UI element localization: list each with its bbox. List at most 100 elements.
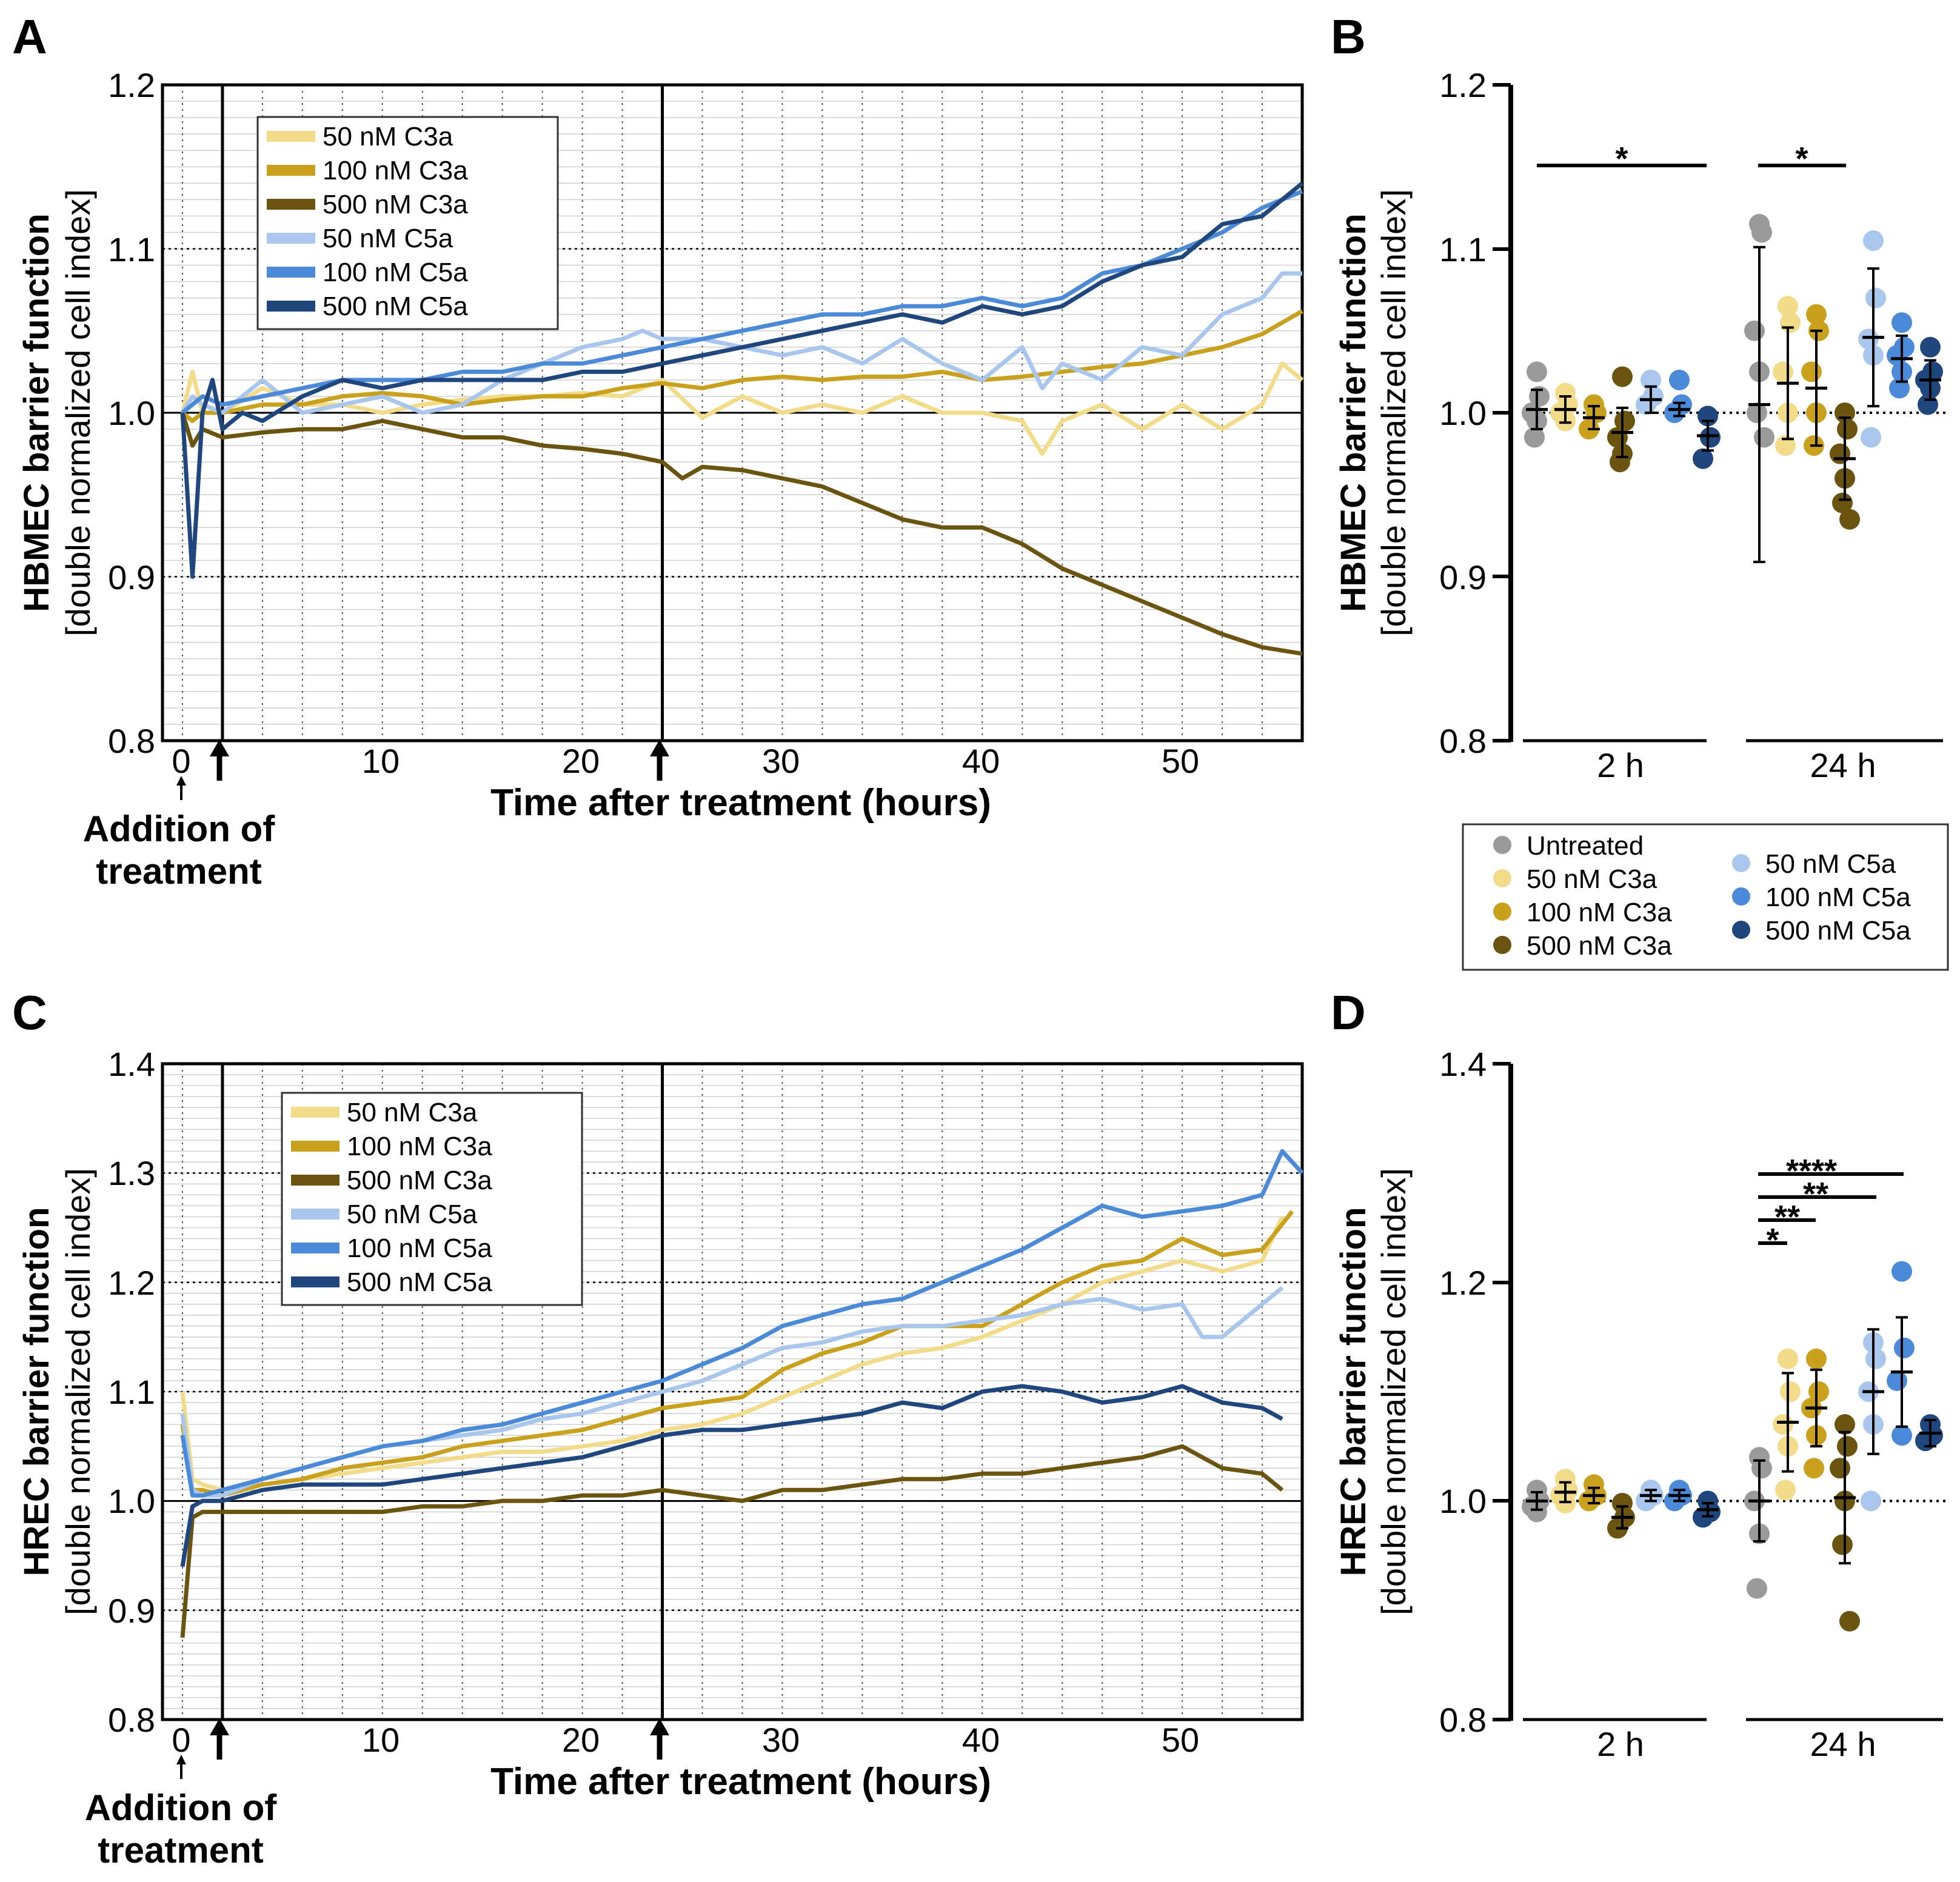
data-point — [1894, 1337, 1915, 1358]
data-point — [1920, 336, 1941, 358]
legend-label: 100 nM C5a — [347, 1233, 492, 1263]
series-lines-c — [162, 1064, 1304, 1720]
data-point — [1808, 1381, 1829, 1402]
data-point — [1780, 1381, 1801, 1402]
series-lines-a — [162, 85, 1304, 741]
y-tick-label: 1.1 — [108, 1373, 155, 1411]
data-point — [1527, 361, 1547, 382]
data-point — [1775, 435, 1796, 456]
data-point — [1891, 1425, 1912, 1446]
panel-letter-b: B — [1331, 10, 1366, 64]
sig-label: **** — [1786, 1153, 1837, 1189]
data-point — [1693, 448, 1713, 469]
data-point — [1837, 1436, 1858, 1457]
y-tick-label: 1.1 — [1439, 230, 1487, 269]
x-tick-label: 50 — [1162, 742, 1199, 780]
data-point — [1832, 1534, 1853, 1555]
y-axis-subtitle-c: [double normalized cell index] — [59, 1168, 97, 1615]
data-point — [1664, 402, 1685, 423]
y-axis-subtitle-d: [double normalized cell index] — [1374, 1168, 1413, 1615]
series-line-100-nm-c3a — [180, 1210, 1294, 1498]
legend-label: 100 nM C5a — [323, 258, 468, 287]
x-tick-label: 20 — [562, 742, 600, 780]
legend-label: 50 nM C3a — [323, 122, 453, 152]
data-point — [1865, 1348, 1886, 1369]
legend-box-a — [256, 116, 559, 330]
data-point — [1887, 1370, 1907, 1391]
legend-dot-untreated — [1493, 836, 1511, 854]
group-label-24h-d: 24 h — [1810, 1725, 1876, 1763]
legend-dots: Untreated 50 nM C3a 100 nM C3a 500 nM C3… — [1462, 823, 1949, 971]
sig-label: * — [1615, 141, 1628, 177]
y-tick-label: 1.0 — [108, 1482, 155, 1520]
addition-note-line2: treatment — [96, 851, 261, 892]
series-line-100-nm-c5a — [180, 1149, 1304, 1498]
legend-dot-label: 100 nM C5a — [1765, 883, 1911, 912]
data-point — [1837, 419, 1858, 440]
arrow-24h-a — [650, 739, 669, 781]
x-axis-title-a: Time after treatment (hours) — [490, 782, 991, 824]
dot-groups-b — [1522, 213, 1946, 564]
data-point — [1865, 287, 1886, 309]
arrow-2h-c — [210, 1718, 229, 1760]
legend-label: 500 nM C3a — [347, 1166, 492, 1195]
y-tick-label: 1.0 — [108, 394, 155, 432]
arrow-addition-a — [176, 776, 186, 800]
data-point — [1839, 509, 1860, 530]
data-point — [1780, 312, 1801, 333]
sig-label: ** — [1774, 1199, 1800, 1235]
significance-d: **** ** ** * — [1758, 1153, 1904, 1258]
y-axis-subtitle-a: [double normalized cell index] — [59, 189, 97, 636]
series-line-500-nm-c5a — [180, 181, 1304, 579]
legend-c: 50 nM C3a 100 nM C3a 500 nM C3a 50 nM C5… — [281, 1092, 583, 1306]
y-axis-title-d: HREC barrier function — [1334, 1207, 1373, 1576]
data-point — [1669, 369, 1690, 390]
data-point — [1801, 361, 1822, 382]
y-axis-title-b: HBMEC barrier function — [1334, 213, 1373, 612]
group-label-2h-d: 2 h — [1597, 1725, 1644, 1763]
x-tick-label: 10 — [362, 742, 400, 780]
y-axis-title-a: HBMEC barrier function — [17, 213, 56, 612]
legend-label: 50 nM C5a — [347, 1200, 478, 1229]
legend-dot-500-c5a — [1732, 921, 1750, 939]
series-line-500-nm-c3a — [180, 1444, 1284, 1638]
y-tick-label: 0.8 — [1439, 722, 1487, 760]
legend-label: 500 nM C5a — [347, 1267, 492, 1297]
y-tick-label: 0.8 — [108, 722, 155, 760]
y-tick-label: 0.9 — [108, 1592, 155, 1630]
data-point — [1773, 361, 1793, 382]
legend-label: 500 nM C3a — [323, 190, 468, 219]
data-point — [1918, 394, 1938, 415]
y-tick-label: 1.1 — [108, 230, 155, 269]
data-point — [1775, 1480, 1796, 1501]
group-label-24h-b: 24 h — [1810, 746, 1876, 784]
data-point — [1744, 320, 1765, 341]
sig-label: * — [1795, 141, 1808, 177]
data-point — [1891, 312, 1912, 333]
legend-dot-label: 50 nM C3a — [1527, 864, 1657, 894]
legend-label: 500 nM C5a — [323, 292, 468, 321]
y-tick-label: 1.2 — [108, 1264, 155, 1302]
data-point — [1804, 1458, 1824, 1479]
data-point — [1610, 452, 1630, 473]
data-point — [1778, 1348, 1798, 1369]
y-tick-label: 1.2 — [1439, 1264, 1487, 1302]
data-point — [1830, 1458, 1850, 1479]
legend-label: 100 nM C3a — [323, 156, 468, 185]
data-point — [1524, 427, 1545, 448]
legend-dot-label: 50 nM C5a — [1765, 849, 1896, 879]
data-point — [1889, 378, 1910, 399]
addition-note-line1: Addition of — [85, 1787, 278, 1828]
data-point — [1839, 1610, 1860, 1632]
x-tick-label: 40 — [962, 742, 1000, 780]
plot-frame-c — [161, 1062, 1304, 1721]
series-line-50-nm-c5a — [181, 271, 1302, 415]
panel-letter-d: D — [1331, 986, 1366, 1039]
panel-a: A 0.8 0.9 1.0 1.1 1.2 0 10 20 30 40 50 — [12, 10, 1304, 892]
data-point — [1830, 443, 1850, 464]
y-axis-title-c: HREC barrier function — [17, 1207, 56, 1576]
arrow-24h-c — [650, 1718, 669, 1760]
panel-d: D 0.8 1.0 1.2 1.4 2 h 24 h **** ** ** * … — [1331, 986, 1946, 1763]
x-tick-label: 0 — [172, 742, 190, 780]
